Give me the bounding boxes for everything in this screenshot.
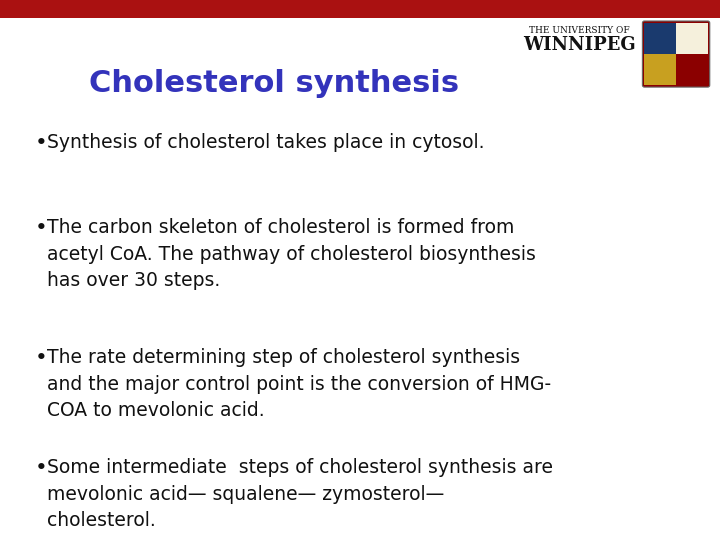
Bar xyxy=(644,23,676,54)
Bar xyxy=(676,23,708,54)
Text: WINNIPEG: WINNIPEG xyxy=(523,36,636,54)
Text: •: • xyxy=(35,348,48,368)
Text: •: • xyxy=(35,218,48,238)
Text: Some intermediate  steps of cholesterol synthesis are
mevolonic acid— squalene— : Some intermediate steps of cholesterol s… xyxy=(47,458,553,530)
Bar xyxy=(644,54,676,85)
Text: •: • xyxy=(35,458,48,478)
FancyBboxPatch shape xyxy=(642,21,710,87)
Bar xyxy=(0,0,720,18)
Text: Synthesis of cholesterol takes place in cytosol.: Synthesis of cholesterol takes place in … xyxy=(47,133,485,152)
Bar xyxy=(676,54,708,85)
Text: •: • xyxy=(35,133,48,153)
Text: THE UNIVERSITY OF: THE UNIVERSITY OF xyxy=(529,26,630,35)
Text: Cholesterol synthesis: Cholesterol synthesis xyxy=(89,69,459,98)
Text: The carbon skeleton of cholesterol is formed from
acetyl CoA. The pathway of cho: The carbon skeleton of cholesterol is fo… xyxy=(47,218,536,290)
Text: The rate determining step of cholesterol synthesis
and the major control point i: The rate determining step of cholesterol… xyxy=(47,348,551,420)
